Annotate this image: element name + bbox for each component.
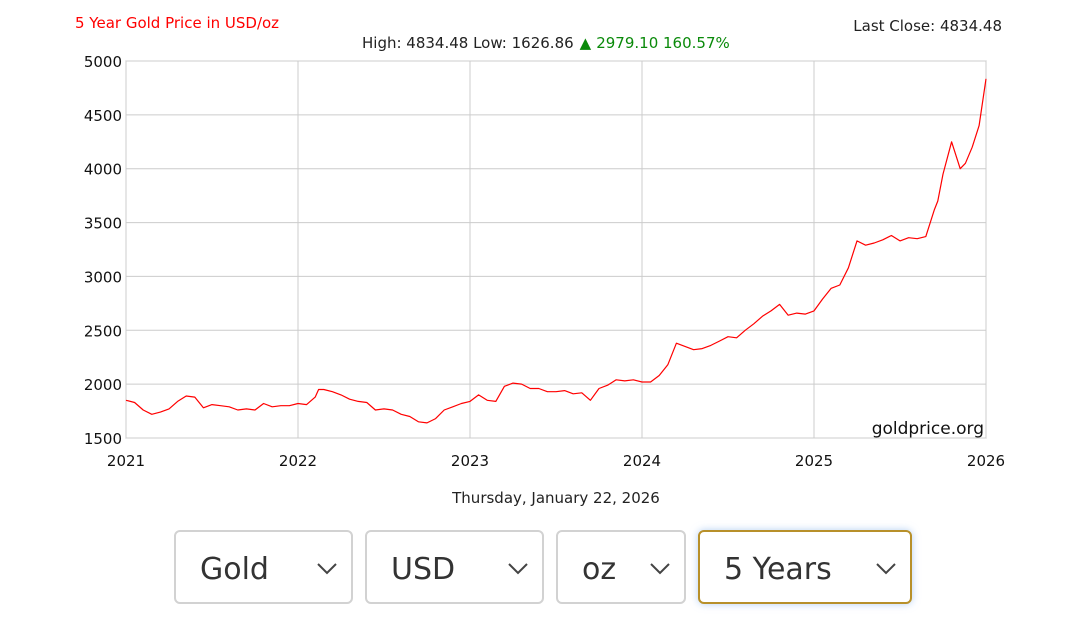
y-tick-label: 4000: [84, 161, 122, 179]
y-axis-ticks: 1500 2000 2500 3000 3500 4000 4500 5000: [84, 53, 122, 448]
x-tick-label: 2021: [107, 452, 145, 470]
metal-select-label: Gold: [200, 552, 269, 587]
change-arrow-icon: ▲: [580, 34, 592, 52]
x-axis-ticks: 2021 2022 2023 2024 2025 2026: [107, 452, 1005, 470]
unit-select[interactable]: oz: [556, 530, 686, 604]
x-tick-label: 2026: [967, 452, 1005, 470]
currency-select-label: USD: [391, 552, 456, 587]
x-tick-label: 2025: [795, 452, 833, 470]
chart-stats: High: 4834.48 Low: 1626.86 ▲ 2979.10 160.5…: [362, 34, 730, 52]
period-select[interactable]: 5 Years: [698, 530, 912, 604]
y-tick-label: 1500: [84, 430, 122, 448]
grid: [125, 60, 987, 439]
unit-select-label: oz: [582, 552, 617, 587]
series-line-gold-price: [125, 78, 987, 424]
chart-title: 5 Year Gold Price in USD/oz: [75, 14, 279, 32]
x-tick-label: 2022: [279, 452, 317, 470]
chevron-down-icon: [317, 563, 337, 575]
y-tick-label: 4500: [84, 107, 122, 125]
gold-price-chart: 5 Year Gold Price in USD/oz Last Close: …: [75, 14, 1005, 507]
currency-select[interactable]: USD: [365, 530, 544, 604]
y-tick-label: 3500: [84, 215, 122, 233]
change-label: 2979.10 160.57%: [596, 34, 730, 52]
metal-select[interactable]: Gold: [174, 530, 353, 604]
y-tick-label: 5000: [84, 53, 122, 71]
chevron-down-icon: [650, 563, 670, 575]
x-tick-label: 2023: [451, 452, 489, 470]
y-tick-label: 2500: [84, 322, 122, 340]
watermark-label: goldprice.org: [872, 419, 984, 439]
chevron-down-icon: [876, 563, 896, 575]
period-select-label: 5 Years: [724, 552, 832, 587]
date-label: Thursday, January 22, 2026: [451, 489, 660, 507]
chevron-down-icon: [508, 563, 528, 575]
last-close-label: Last Close: 4834.48: [853, 17, 1002, 35]
x-tick-label: 2024: [623, 452, 661, 470]
y-tick-label: 2000: [84, 376, 122, 394]
y-tick-label: 3000: [84, 268, 122, 286]
high-low-label: High: 4834.48 Low: 1626.86: [362, 34, 574, 52]
plot-area: [125, 60, 987, 439]
